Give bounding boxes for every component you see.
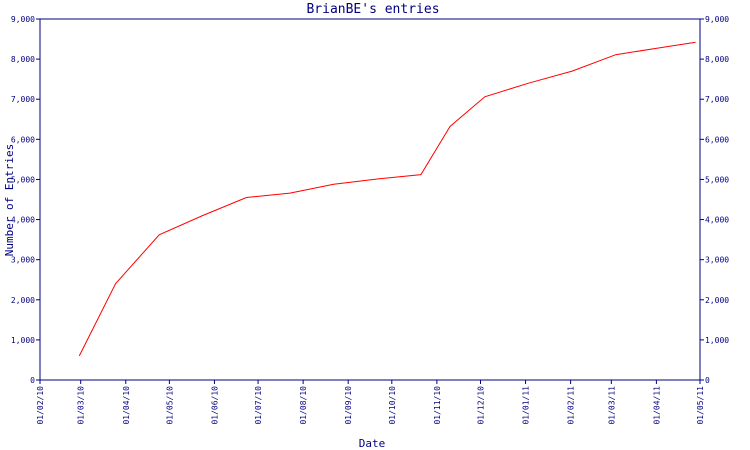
x-tick-label: 01/03/11	[607, 386, 616, 425]
y-tick-label-left: 5,000	[11, 175, 35, 184]
y-tick-label-right: 9,000	[705, 15, 729, 24]
x-tick-label: 01/02/10	[36, 386, 45, 425]
y-axis-label: Number of Entries	[3, 144, 16, 257]
y-tick-label-right: 6,000	[705, 135, 729, 144]
y-axis-left: 0 1,000 2,000 3,000 4,000 5,000 6,000 7,000 8,00…	[11, 15, 40, 385]
y-tick-label-left: 3,000	[11, 256, 35, 265]
y-tick-label-left: 8,000	[11, 55, 35, 64]
x-tick-label: 01/01/11	[522, 386, 531, 425]
y-tick-label-right: 3,000	[705, 256, 729, 265]
y-axis-right: 0 1,000 2,000 3,000 4,000 5,000 6,000 7,000 8,00…	[700, 15, 729, 385]
x-tick-label: 01/06/10	[210, 386, 219, 425]
x-axis-label: Date	[359, 437, 386, 450]
x-tick-label: 01/02/11	[567, 386, 576, 425]
y-tick-label-right: 5,000	[705, 175, 729, 184]
x-tick-label: 01/03/10	[77, 386, 86, 425]
y-tick-label-left: 6,000	[11, 135, 35, 144]
y-tick-label-right: 0	[705, 376, 710, 385]
y-tick-label-left: 2,000	[11, 296, 35, 305]
x-tick-label: 01/10/10	[388, 386, 397, 425]
x-tick-label: 01/04/11	[652, 386, 661, 425]
y-tick-label-right: 7,000	[705, 95, 729, 104]
x-tick-label: 01/09/10	[344, 386, 353, 425]
plot-frame	[39, 18, 701, 381]
y-tick-label-left: 0	[30, 376, 35, 385]
y-tick-label-left: 9,000	[11, 15, 35, 24]
x-tick-label: 01/05/11	[696, 386, 705, 425]
y-tick-label-right: 2,000	[705, 296, 729, 305]
x-tick-label: 01/07/10	[254, 386, 263, 425]
y-tick-label-right: 8,000	[705, 55, 729, 64]
x-tick-label: 01/04/10	[122, 386, 131, 425]
x-axis: 01/02/10 01/03/10 01/04/10 01/05/10 01/06/10…	[36, 380, 705, 425]
series-line-0	[78, 41, 696, 357]
y-tick-label-left: 7,000	[11, 95, 35, 104]
y-tick-label-left: 1,000	[11, 336, 35, 345]
series-group	[78, 41, 696, 357]
y-tick-label-right: 1,000	[705, 336, 729, 345]
y-tick-label-left: 4,000	[11, 216, 35, 225]
x-tick-label: 01/08/10	[299, 386, 308, 425]
x-tick-label: 01/12/10	[476, 386, 485, 425]
y-tick-label-right: 4,000	[705, 216, 729, 225]
x-tick-label: 01/05/10	[165, 386, 174, 425]
chart-title: BrianBE's entries	[306, 2, 439, 17]
x-tick-label: 01/11/10	[433, 386, 442, 425]
